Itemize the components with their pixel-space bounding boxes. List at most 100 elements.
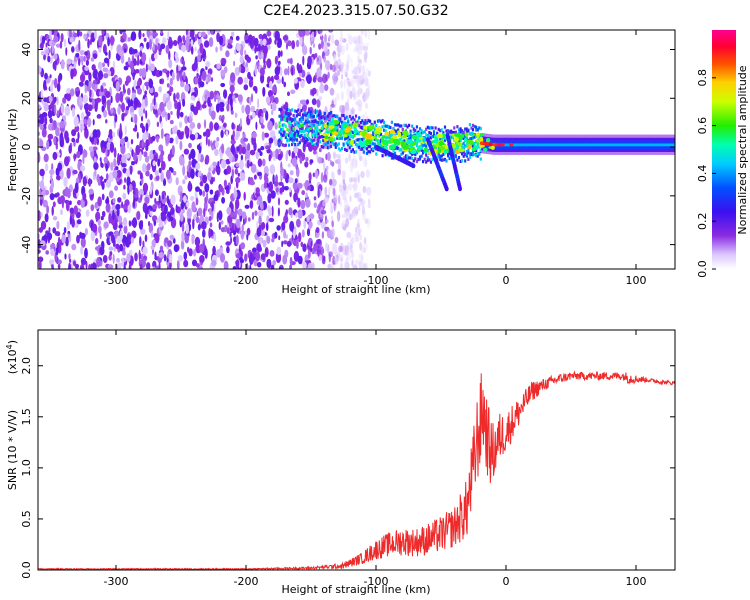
signal-cell — [442, 152, 445, 156]
noise-cell — [300, 199, 306, 210]
signal-cell — [532, 151, 535, 155]
noise-cell — [243, 191, 246, 201]
noise-cell — [49, 259, 55, 265]
noise-cell — [253, 259, 258, 267]
noise-cell — [345, 211, 351, 221]
noise-cell — [131, 230, 137, 239]
signal-spot — [485, 137, 491, 143]
noise-cell — [302, 55, 305, 66]
noise-cell — [39, 124, 44, 130]
noise-cell — [206, 191, 209, 203]
signal-cell — [320, 115, 323, 120]
signal-cell — [632, 148, 635, 152]
signal-cell — [593, 137, 596, 141]
signal-cell — [599, 143, 603, 147]
signal-cell — [383, 135, 386, 139]
signal-cell — [370, 142, 373, 146]
noise-cell — [97, 225, 102, 234]
signal-cell — [337, 142, 340, 146]
signal-cell — [333, 143, 336, 147]
noise-cell — [57, 162, 63, 172]
noise-cell — [40, 240, 46, 247]
signal-cell — [507, 134, 510, 138]
signal-cell — [400, 137, 403, 141]
signal-cell — [598, 140, 601, 144]
noise-cell — [183, 195, 187, 203]
signal-cell — [286, 133, 289, 137]
noise-cell — [145, 213, 148, 219]
signal-cell — [510, 134, 514, 138]
signal-cell — [671, 137, 674, 141]
signal-cell — [339, 119, 342, 123]
noise-cell — [312, 43, 315, 48]
noise-cell — [356, 63, 362, 70]
signal-cell — [632, 140, 635, 144]
noise-cell — [69, 207, 75, 214]
noise-cell — [154, 233, 160, 244]
noise-cell — [255, 251, 261, 262]
noise-cell — [123, 224, 128, 234]
noise-cell — [120, 38, 125, 43]
signal-cell — [440, 128, 443, 132]
signal-cell — [666, 151, 670, 155]
noise-cell — [240, 65, 246, 74]
noise-cell — [168, 50, 171, 61]
signal-cell — [334, 114, 337, 118]
signal-cell — [518, 143, 521, 147]
signal-cell — [370, 138, 373, 143]
noise-cell — [80, 165, 86, 172]
noise-cell — [311, 87, 317, 95]
signal-cell — [626, 137, 629, 141]
noise-cell — [246, 227, 251, 236]
signal-spot — [349, 134, 355, 139]
signal-cell — [665, 140, 668, 144]
signal-cell — [651, 143, 654, 147]
signal-cell — [467, 148, 470, 152]
signal-cell — [518, 148, 521, 152]
noise-cell — [133, 58, 137, 66]
signal-cell — [598, 148, 601, 152]
signal-cell — [415, 142, 418, 146]
noise-cell — [47, 109, 53, 119]
signal-cell — [545, 143, 548, 147]
signal-cell — [345, 141, 348, 145]
noise-cell — [165, 113, 168, 122]
signal-cell — [665, 134, 668, 138]
noise-cell — [259, 238, 262, 244]
noise-cell — [82, 94, 89, 104]
signal-cell — [347, 120, 350, 124]
noise-cell — [347, 183, 353, 191]
noise-cell — [103, 221, 109, 229]
noise-cell — [211, 201, 214, 212]
noise-cell — [341, 170, 346, 180]
noise-cell — [195, 197, 199, 206]
noise-cell — [101, 30, 105, 36]
noise-cell — [223, 89, 228, 99]
noise-cell — [249, 254, 254, 265]
signal-cell — [651, 148, 654, 152]
signal-cell — [408, 123, 411, 127]
noise-cell — [105, 179, 112, 188]
signal-cell — [648, 137, 651, 141]
signal-cell — [432, 140, 436, 144]
noise-cell — [93, 162, 99, 171]
signal-cell — [297, 108, 300, 112]
signal-cell — [643, 140, 646, 144]
noise-cell — [256, 243, 262, 252]
noise-cell — [144, 156, 150, 163]
noise-cell — [179, 140, 183, 151]
signal-cell — [581, 151, 584, 155]
signal-cell — [311, 139, 314, 143]
signal-cell — [287, 113, 291, 117]
figure-title: C2E4.2023.315.07.50.G32 — [263, 3, 448, 19]
signal-cell — [409, 129, 412, 133]
signal-cell — [490, 148, 493, 152]
noise-cell — [167, 240, 173, 248]
noise-cell — [159, 245, 164, 252]
signal-cell — [506, 143, 509, 147]
signal-cell — [439, 154, 442, 158]
signal-cell — [665, 146, 668, 150]
signal-cell — [306, 143, 309, 147]
signal-cell — [539, 146, 542, 150]
noise-cell — [249, 96, 252, 106]
